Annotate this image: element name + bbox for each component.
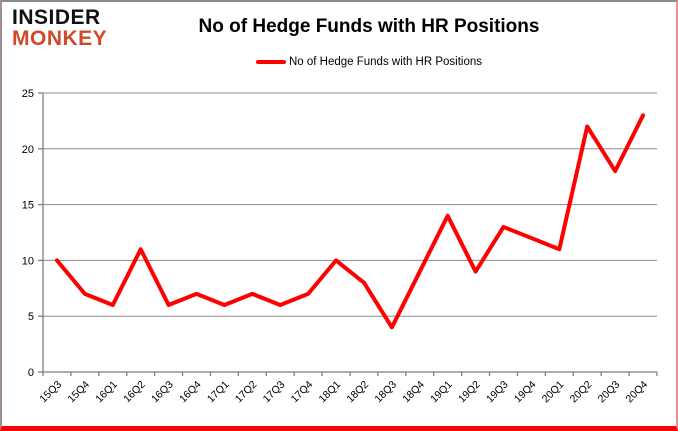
x-tick-label: 20Q3 bbox=[596, 379, 623, 406]
x-tick-label: 18Q2 bbox=[344, 379, 371, 406]
y-tick-label: 20 bbox=[22, 144, 34, 156]
chart-title: No of Hedge Funds with HR Positions bbox=[198, 16, 540, 37]
x-tick-label: 18Q4 bbox=[400, 379, 427, 406]
x-tick-label: 17Q4 bbox=[289, 379, 316, 406]
logo-line1: INSIDER bbox=[12, 6, 101, 29]
x-tick-label: 18Q1 bbox=[317, 379, 344, 406]
insider-monkey-logo: INSIDER MONKEY bbox=[12, 6, 108, 50]
y-tick-label: 0 bbox=[28, 367, 34, 379]
x-tick-label: 15Q3 bbox=[37, 379, 64, 406]
y-tick-label: 5 bbox=[28, 311, 34, 323]
x-tick-label: 15Q4 bbox=[65, 379, 92, 406]
x-tick-label: 19Q4 bbox=[512, 379, 539, 406]
legend-line-marker bbox=[255, 60, 286, 64]
x-tick-label: 16Q1 bbox=[93, 379, 120, 406]
x-tick-label: 16Q3 bbox=[149, 379, 176, 406]
x-tick-label: 20Q4 bbox=[624, 379, 651, 406]
x-tick-label: 18Q3 bbox=[372, 379, 399, 406]
x-tick-label: 17Q2 bbox=[233, 379, 260, 406]
x-tick-label: 16Q2 bbox=[121, 379, 148, 406]
x-tick-label: 16Q4 bbox=[177, 379, 204, 406]
x-tick-label: 20Q2 bbox=[568, 379, 595, 406]
y-tick-label: 10 bbox=[22, 255, 34, 267]
x-tick-label: 19Q3 bbox=[484, 379, 511, 406]
x-tick-label: 17Q1 bbox=[205, 379, 232, 406]
chart-legend: No of Hedge Funds with HR Positions bbox=[102, 56, 636, 68]
x-tick-label: 20Q1 bbox=[540, 379, 567, 406]
legend-series-label: No of Hedge Funds with HR Positions bbox=[288, 56, 483, 68]
x-tick-label: 17Q3 bbox=[261, 379, 288, 406]
series-line bbox=[54, 113, 646, 330]
x-tick-label: 19Q1 bbox=[428, 379, 455, 406]
logo-line2: MONKEY bbox=[12, 26, 108, 50]
x-tick-label: 19Q2 bbox=[456, 379, 483, 406]
y-tick-label: 25 bbox=[22, 88, 34, 100]
y-tick-label: 15 bbox=[22, 200, 34, 212]
